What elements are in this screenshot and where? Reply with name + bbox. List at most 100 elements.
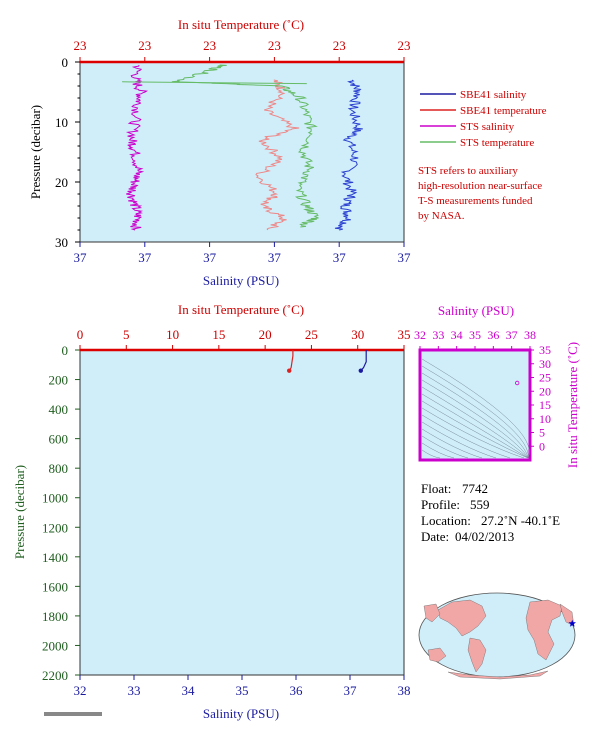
- legend: SBE41 salinity SBE41 temperature STS salin…: [420, 89, 547, 149]
- ts-sal-tick-label: 38: [524, 328, 536, 342]
- lower-series-salinity: [360, 350, 367, 372]
- ts-sal-tick-label: 36: [487, 328, 499, 342]
- upper-pressure-ticks: 0 10 20 30: [55, 55, 80, 250]
- location-value: 27.2˚N -40.1˚E: [481, 513, 560, 528]
- ts-temp-tick-label: 35: [539, 343, 551, 357]
- lower-salinity-axis-title: Salinity (PSU): [203, 706, 279, 721]
- map-land: [423, 599, 575, 680]
- profile-label: Profile:: [421, 497, 460, 512]
- land-north-america: [437, 599, 487, 637]
- lower-temperature-axis-title: In situ Temperature (˚C): [178, 302, 304, 317]
- profile-value: 559: [470, 497, 490, 512]
- date-label: Date:: [421, 529, 449, 544]
- lower-series-lines: [287, 350, 367, 373]
- upper-sal-tick-label: 37: [203, 250, 217, 265]
- lower-temperature-ticks: 0 5 10 15 20 25 30 35: [77, 327, 411, 350]
- upper-temperature-axis-title: In situ Temperature (˚C): [178, 17, 304, 32]
- lower-salinity-ticks: 32 33 34 35 36 37 38: [74, 675, 411, 698]
- ts-density-contours: [421, 358, 530, 459]
- upper-temp-tick-label: 23: [203, 38, 216, 53]
- ts-points: [514, 380, 520, 386]
- float-info: Float: 7742 Profile: 559 Location: 27.2˚…: [421, 481, 560, 544]
- float-value: 7742: [462, 481, 488, 496]
- ts-temp-tick-label: 15: [539, 398, 551, 412]
- ts-density-contour: [421, 421, 497, 459]
- note-line: by NASA.: [418, 210, 465, 222]
- note-line: high-resolution near-surface: [418, 180, 542, 192]
- lower-sal-tick-label: 36: [290, 683, 304, 698]
- lower-sal-tick-label: 35: [236, 683, 249, 698]
- ts-density-contour: [421, 393, 529, 459]
- land-asia-west: [423, 603, 441, 623]
- lower-pressure-tick-label: 400: [49, 402, 69, 417]
- ts-salinity-axis-title: Salinity (PSU): [438, 303, 514, 318]
- ts-temp-tick-label: 5: [539, 426, 545, 440]
- upper-temperature-ticks: 23 23 23 23 23 23: [74, 38, 411, 62]
- lower-plot-area: [79, 349, 405, 676]
- upper-sts-temperature-spike: [122, 81, 307, 85]
- ts-temp-tick-label: 10: [539, 412, 551, 426]
- lower-sal-tick-label: 38: [398, 683, 411, 698]
- upper-temp-tick-label: 23: [268, 38, 281, 53]
- legend-label: SBE41 salinity: [460, 89, 527, 101]
- note-line: T-S measurements funded: [418, 195, 533, 207]
- land-south-america: [467, 637, 487, 673]
- world-map: [418, 592, 576, 680]
- upper-series-sbe41-temperature: [255, 79, 300, 231]
- ts-density-contour: [421, 379, 529, 459]
- ts-sal-tick-label: 35: [469, 328, 481, 342]
- upper-pressure-tick-label: 0: [62, 55, 69, 70]
- lower-pressure-ticks: 0 200 400 600 800 1000 1200 1400 1600 1800 2000 220…: [42, 343, 80, 683]
- upper-pressure-tick-label: 30: [55, 235, 68, 250]
- location-label: Location:: [421, 513, 471, 528]
- ts-temperature-axis-title: In situ Temperature (˚C): [565, 342, 580, 468]
- upper-series-sbe41-salinity: [334, 79, 363, 231]
- ts-temp-tick-label: 0: [539, 439, 545, 453]
- float-label: Float:: [421, 481, 451, 496]
- lower-series-end-point: [287, 368, 292, 373]
- ts-plot-area: [418, 348, 532, 462]
- lower-pressure-tick-label: 800: [49, 461, 69, 476]
- land-australia: [427, 647, 447, 663]
- lower-pressure-tick-label: 600: [49, 432, 69, 447]
- ts-sal-tick-label: 33: [432, 328, 444, 342]
- ts-sal-tick-label: 37: [506, 328, 518, 342]
- land-antarctica: [447, 670, 549, 680]
- lower-sal-tick-label: 34: [182, 683, 196, 698]
- legend-label: STS temperature: [460, 137, 534, 149]
- upper-pressure-axis-title: Pressure (decibar): [28, 105, 43, 199]
- lower-temp-tick-label: 10: [166, 327, 179, 342]
- float-marker-star: [568, 619, 576, 627]
- ts-density-contour: [421, 449, 441, 459]
- lower-series-temperature: [288, 350, 294, 372]
- upper-sal-tick-label: 37: [398, 250, 412, 265]
- lower-temp-tick-label: 35: [398, 327, 411, 342]
- lower-pressure-tick-label: 200: [49, 373, 69, 388]
- ts-density-contour: [421, 442, 455, 459]
- upper-series-sts-salinity: [125, 64, 148, 231]
- lower-pressure-tick-label: 1600: [42, 579, 68, 594]
- lower-temp-tick-label: 15: [212, 327, 225, 342]
- upper-pressure-tick-label: 10: [55, 115, 68, 130]
- ts-density-contour: [421, 428, 483, 459]
- upper-sal-tick-label: 37: [268, 250, 282, 265]
- ts-density-contour: [421, 407, 525, 459]
- lower-pressure-tick-label: 2200: [42, 668, 68, 683]
- lower-temp-tick-label: 20: [259, 327, 272, 342]
- ts-sal-tick-label: 32: [414, 328, 426, 342]
- upper-pressure-tick-label: 20: [55, 175, 68, 190]
- upper-salinity-axis-title: Salinity (PSU): [203, 273, 279, 288]
- lower-pressure-tick-label: 0: [62, 343, 69, 358]
- lower-temp-tick-label: 5: [123, 327, 130, 342]
- lower-series-end-point: [358, 368, 363, 373]
- ts-density-contour: [421, 358, 530, 459]
- upper-sal-tick-label: 37: [333, 250, 347, 265]
- lower-pressure-axis-title: Pressure (decibar): [12, 465, 27, 559]
- upper-salinity-ticks: 37 37 37 37 37 37: [74, 242, 412, 265]
- upper-sal-tick-label: 37: [138, 250, 152, 265]
- footer-mark: [44, 712, 102, 716]
- lower-temp-tick-label: 0: [77, 327, 84, 342]
- sts-note: STS refers to auxiliary high-resolution n…: [418, 165, 542, 222]
